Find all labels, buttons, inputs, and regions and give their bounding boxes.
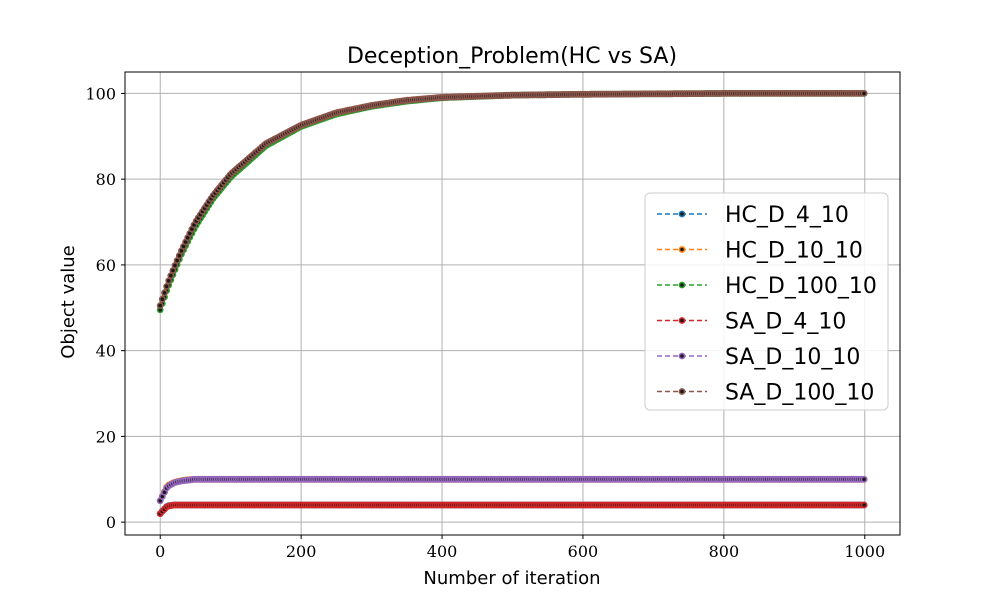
data-point [161, 289, 168, 297]
x-tick-label: 800 [709, 542, 740, 561]
y-tick-label: 80 [96, 170, 116, 189]
y-axis-label: Object value [58, 245, 79, 359]
data-point [860, 90, 868, 97]
legend-swatch-marker [678, 246, 686, 253]
series-sa-d-4-10 [156, 501, 868, 517]
data-point [156, 302, 164, 309]
x-tick-label: 200 [286, 542, 317, 561]
data-point [163, 282, 170, 290]
data-point [860, 501, 868, 509]
legend-item: HC_D_10_10 [657, 239, 863, 264]
x-tick-label: 400 [427, 542, 458, 561]
legend-item: HC_D_4_10 [657, 203, 849, 228]
legend-label: SA_D_10_10 [725, 345, 860, 370]
data-point [860, 475, 868, 483]
legend-item: SA_D_100_10 [657, 381, 874, 406]
legend-swatch-marker [678, 210, 686, 218]
legend: HC_D_4_10 HC_D_10_10 HC_D_100_10 SA_D_4_10 S… [644, 192, 889, 411]
series-sa-d-10-10 [156, 475, 868, 505]
x-tick-label: 600 [568, 542, 599, 561]
legend-swatch-marker [678, 281, 686, 289]
legend-swatch-marker [678, 352, 686, 360]
legend-label: SA_D_100_10 [725, 381, 874, 406]
legend-item: HC_D_100_10 [657, 274, 877, 299]
y-tick-label: 60 [96, 256, 116, 275]
legend-item: SA_D_4_10 [657, 310, 846, 335]
legend-label: HC_D_4_10 [725, 203, 849, 228]
y-tick-label: 20 [96, 427, 116, 446]
legend-label: HC_D_10_10 [725, 239, 863, 264]
x-axis-label: Number of iteration [423, 568, 600, 589]
chart-title: Deception_Problem(HC vs SA) [347, 44, 677, 69]
series-sa-d-100-10 [156, 90, 868, 309]
legend-item: SA_D_10_10 [657, 345, 860, 370]
y-tick-label: 100 [85, 84, 116, 103]
x-tick-label: 0 [155, 542, 165, 561]
data-point [158, 295, 166, 303]
plot-area-frame [124, 71, 901, 536]
tick-layer: 0 200 400 600 800 1000 0 20 40 60 80 100 [85, 84, 885, 561]
legend-swatch-marker [678, 317, 686, 324]
y-tick-label: 40 [96, 342, 116, 361]
legend-swatch-marker [678, 388, 686, 395]
x-tick-label: 1000 [844, 542, 885, 561]
y-tick-label: 0 [106, 513, 116, 532]
series-layer [156, 90, 868, 517]
legend-label: HC_D_100_10 [725, 274, 877, 299]
legend-label: SA_D_4_10 [725, 310, 846, 335]
